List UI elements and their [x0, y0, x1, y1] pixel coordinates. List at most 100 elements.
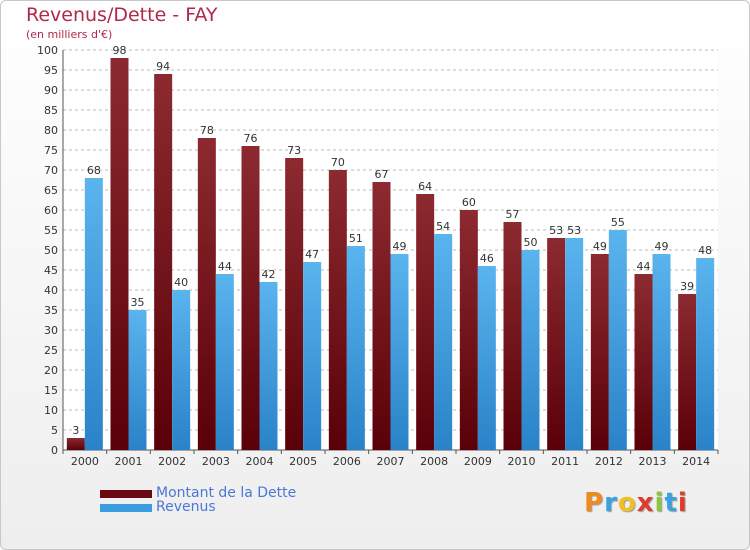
bar-revenus — [608, 230, 627, 450]
logo-letter: P — [584, 488, 605, 518]
y-tick-label: 65 — [44, 184, 58, 197]
data-label: 64 — [418, 180, 432, 193]
logo-letter: t — [664, 488, 678, 518]
bar-dette — [416, 194, 435, 450]
y-tick-label: 55 — [44, 224, 58, 237]
logo-letter: o — [617, 488, 637, 518]
x-tick-label: 2005 — [289, 455, 317, 468]
bar-dette — [66, 438, 85, 450]
y-tick-label: 10 — [44, 404, 58, 417]
y-tick-label: 75 — [44, 144, 58, 157]
chart-title: Revenus/Dette - FAY — [26, 4, 218, 26]
y-tick-label: 20 — [44, 364, 58, 377]
bar-dette — [285, 158, 304, 450]
x-tick-label: 2004 — [246, 455, 274, 468]
data-label: 94 — [156, 60, 170, 73]
y-tick-label: 30 — [44, 324, 58, 337]
x-tick-label: 2008 — [420, 455, 448, 468]
logo-letter: i — [654, 488, 665, 518]
y-tick-label: 15 — [44, 384, 58, 397]
data-label: 51 — [349, 232, 363, 245]
data-label: 68 — [87, 164, 101, 177]
bar-revenus — [303, 262, 322, 450]
bar-revenus — [696, 258, 715, 450]
data-label: 49 — [393, 240, 407, 253]
bar-dette — [372, 182, 391, 450]
bar-revenus — [390, 254, 409, 450]
bar-revenus — [84, 178, 103, 450]
x-tick-label: 2009 — [464, 455, 492, 468]
logo-letter: x — [636, 488, 655, 518]
proxiti-logo[interactable]: Proxiti — [584, 488, 688, 518]
bar-revenus — [128, 310, 147, 450]
y-tick-label: 90 — [44, 84, 58, 97]
x-tick-label: 2011 — [551, 455, 579, 468]
x-tick-label: 2000 — [71, 455, 99, 468]
bar-dette — [459, 210, 478, 450]
bar-revenus — [172, 290, 191, 450]
bar-revenus — [346, 246, 365, 450]
legend-swatch-revenus — [100, 504, 152, 512]
y-tick-label: 80 — [44, 124, 58, 137]
bar-revenus — [477, 266, 496, 450]
y-tick-label: 50 — [44, 244, 58, 257]
x-tick-label: 2003 — [202, 455, 230, 468]
bar-revenus — [565, 238, 584, 450]
bar-revenus — [652, 254, 671, 450]
x-tick-label: 2001 — [115, 455, 143, 468]
bar-dette — [634, 274, 653, 450]
data-label: 35 — [131, 296, 145, 309]
legend-label-revenus: Revenus — [156, 499, 216, 515]
bar-dette — [110, 58, 129, 450]
data-label: 40 — [174, 276, 188, 289]
data-label: 49 — [655, 240, 669, 253]
x-tick-label: 2007 — [377, 455, 405, 468]
bar-dette — [241, 146, 260, 450]
data-label: 53 — [567, 224, 581, 237]
logo-letter: r — [604, 488, 618, 518]
data-label: 42 — [262, 268, 276, 281]
data-label: 54 — [436, 220, 450, 233]
x-tick-label: 2013 — [639, 455, 667, 468]
chart-subtitle: (en milliers d'€) — [26, 28, 113, 41]
y-tick-label: 100 — [37, 44, 58, 57]
data-label: 60 — [462, 196, 476, 209]
y-tick-label: 5 — [51, 424, 58, 437]
data-label: 47 — [305, 248, 319, 261]
bar-revenus — [434, 234, 453, 450]
data-label: 78 — [200, 124, 214, 137]
y-tick-label: 85 — [44, 104, 58, 117]
bar-dette — [590, 254, 609, 450]
data-label: 46 — [480, 252, 494, 265]
data-label: 53 — [549, 224, 563, 237]
data-label: 55 — [611, 216, 625, 229]
logo-letter: i — [677, 488, 688, 518]
y-tick-label: 95 — [44, 64, 58, 77]
data-label: 76 — [244, 132, 258, 145]
x-tick-label: 2006 — [333, 455, 361, 468]
bar-dette — [547, 238, 566, 450]
data-label: 98 — [113, 44, 127, 57]
bar-dette — [328, 170, 347, 450]
y-tick-label: 45 — [44, 264, 58, 277]
data-label: 48 — [698, 244, 712, 257]
data-label: 49 — [593, 240, 607, 253]
legend-label-dette: Montant de la Dette — [156, 485, 297, 501]
legend-swatch-dette — [100, 490, 152, 498]
bar-revenus — [521, 250, 540, 450]
y-tick-label: 35 — [44, 304, 58, 317]
data-label: 57 — [506, 208, 520, 221]
data-label: 67 — [375, 168, 389, 181]
x-tick-label: 2012 — [595, 455, 623, 468]
data-label: 50 — [524, 236, 538, 249]
data-label: 44 — [637, 260, 651, 273]
data-label: 3 — [72, 424, 79, 437]
bar-dette — [154, 74, 173, 450]
x-tick-label: 2002 — [158, 455, 186, 468]
data-label: 44 — [218, 260, 232, 273]
y-tick-label: 40 — [44, 284, 58, 297]
x-tick-label: 2010 — [508, 455, 536, 468]
bar-revenus — [215, 274, 234, 450]
y-tick-label: 70 — [44, 164, 58, 177]
